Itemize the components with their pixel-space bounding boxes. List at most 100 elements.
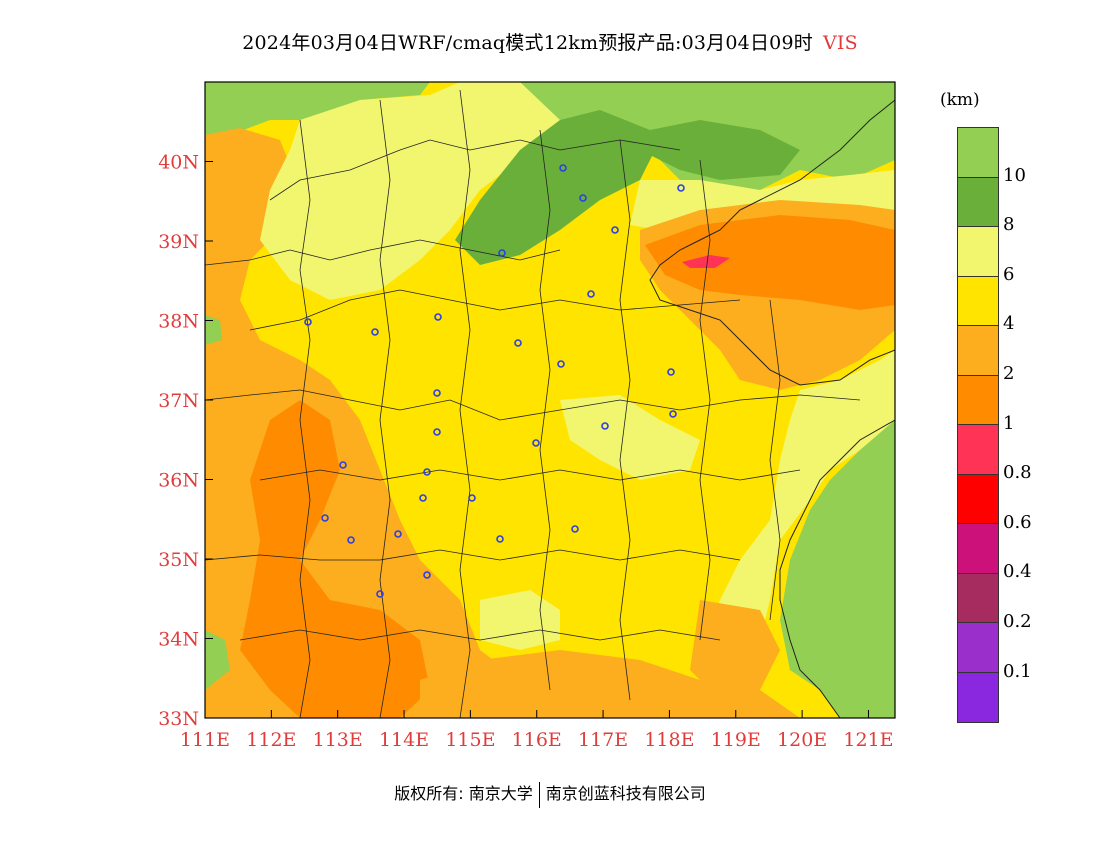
x-tick-label: 117E xyxy=(578,729,628,751)
legend-label: 0.2 xyxy=(1003,611,1032,632)
legend-label: 8 xyxy=(1003,214,1015,236)
city-marker xyxy=(587,290,595,298)
legend-swatch xyxy=(958,326,998,376)
footer-right: 南京创蓝科技有限公司 xyxy=(545,784,706,803)
legend-swatch xyxy=(958,128,998,178)
legend-label: 0.4 xyxy=(1003,561,1032,583)
legend-label: 0.8 xyxy=(1003,462,1032,484)
title-text: 2024年03月04日WRF/cmaq模式12km预报产品:03月04日09时 xyxy=(242,32,813,54)
city-marker xyxy=(557,360,565,368)
city-marker xyxy=(677,184,685,192)
city-marker xyxy=(321,514,329,522)
y-tick-label: 40N xyxy=(158,152,199,174)
legend-label: 0.6 xyxy=(1003,511,1032,533)
field-darkgreen-north xyxy=(600,110,800,180)
city-marker xyxy=(433,428,441,436)
x-tick-label: 116E xyxy=(512,729,562,751)
y-tick-label: 36N xyxy=(158,470,199,492)
y-tick-label: 39N xyxy=(158,231,199,253)
x-tick-label: 119E xyxy=(711,729,761,751)
legend-swatch xyxy=(958,276,998,326)
city-marker xyxy=(419,494,427,502)
y-tick-label: 38N xyxy=(158,311,199,333)
city-marker xyxy=(434,313,442,321)
legend-swatch xyxy=(958,573,998,623)
footer-left: 版权所有: 南京大学 xyxy=(394,784,533,803)
legend-label: 2 xyxy=(1003,363,1015,384)
city-marker xyxy=(339,461,347,469)
field-red-streak xyxy=(682,255,730,268)
map-title: 2024年03月04日WRF/cmaq模式12km预报产品:03月04日09时 V… xyxy=(0,28,1100,55)
x-tick-label: 118E xyxy=(644,729,694,751)
field-lightyellow-central xyxy=(560,395,700,480)
field-lightyellow-north xyxy=(260,82,560,300)
city-marker xyxy=(601,422,609,430)
x-tick-label: 115E xyxy=(445,729,495,751)
field-lightyellow-south xyxy=(480,590,560,650)
city-marker xyxy=(667,368,675,376)
city-marker xyxy=(423,571,431,579)
legend-label: 4 xyxy=(1003,313,1015,335)
legend-label: 6 xyxy=(1003,263,1015,285)
legend-swatch xyxy=(958,672,998,722)
city-markers xyxy=(304,164,685,598)
y-tick-label: 34N xyxy=(158,629,199,651)
field-green-northwest xyxy=(205,82,430,135)
x-tick-label: 113E xyxy=(313,729,363,751)
field-green-west-2 xyxy=(205,630,230,690)
city-marker xyxy=(433,389,441,397)
legend-colorbar xyxy=(957,127,999,723)
city-marker xyxy=(394,530,402,538)
x-tick-label: 114E xyxy=(379,729,429,751)
copyright-footer: 版权所有: 南京大学 南京创蓝科技有限公司 xyxy=(0,780,1100,808)
x-tick-label: 111E xyxy=(180,729,230,751)
field-orange-south xyxy=(420,650,800,718)
field-orange-southeast xyxy=(690,600,780,700)
city-marker xyxy=(611,226,619,234)
city-marker xyxy=(669,410,677,418)
city-marker xyxy=(579,194,587,202)
y-axis: 33N 34N 35N 36N 37N 38N 39N 40N xyxy=(158,152,213,730)
title-variable: VIS xyxy=(822,32,858,54)
field-darkorange-bohai xyxy=(645,215,895,310)
admin-boundaries xyxy=(205,89,895,718)
y-tick-label: 37N xyxy=(158,390,199,412)
y-tick-label: 35N xyxy=(158,549,199,571)
x-tick-label: 112E xyxy=(246,729,296,751)
y-tick-label: 33N xyxy=(158,708,199,730)
legend-swatch xyxy=(958,524,998,574)
city-marker xyxy=(376,590,384,598)
legend-swatch xyxy=(958,177,998,227)
field-green-west-1 xyxy=(205,315,222,345)
city-marker xyxy=(559,164,567,172)
legend-swatch xyxy=(958,474,998,524)
footer-separator xyxy=(538,781,540,808)
city-marker xyxy=(347,536,355,544)
x-tick-label: 120E xyxy=(777,729,827,751)
field-darkorange-southwest xyxy=(240,400,430,718)
field-darkgreen-ridge xyxy=(455,100,660,265)
legend-label: 10 xyxy=(1003,164,1026,186)
legend-swatch xyxy=(958,227,998,277)
legend-label: 1 xyxy=(1003,412,1015,434)
city-marker xyxy=(496,535,504,543)
city-marker xyxy=(514,339,522,347)
legend-unit: (km) xyxy=(940,90,980,110)
city-marker xyxy=(532,439,540,447)
legend-swatch xyxy=(958,425,998,475)
legend-label: 0.1 xyxy=(1003,660,1032,682)
city-marker xyxy=(498,249,506,257)
field-green-sea xyxy=(780,420,895,718)
city-marker xyxy=(423,468,431,476)
city-marker xyxy=(304,318,312,326)
x-tick-label: 121E xyxy=(843,729,893,751)
legend-swatch xyxy=(958,623,998,673)
legend-swatch xyxy=(958,375,998,425)
x-axis: 111E 112E 113E 114E 115E 116E 117E 118E 119E 120E… xyxy=(180,710,894,751)
city-marker xyxy=(371,328,379,336)
city-marker xyxy=(571,525,579,533)
city-marker xyxy=(468,494,476,502)
field-lightyellow-east xyxy=(700,350,895,670)
map-fields xyxy=(205,82,895,718)
